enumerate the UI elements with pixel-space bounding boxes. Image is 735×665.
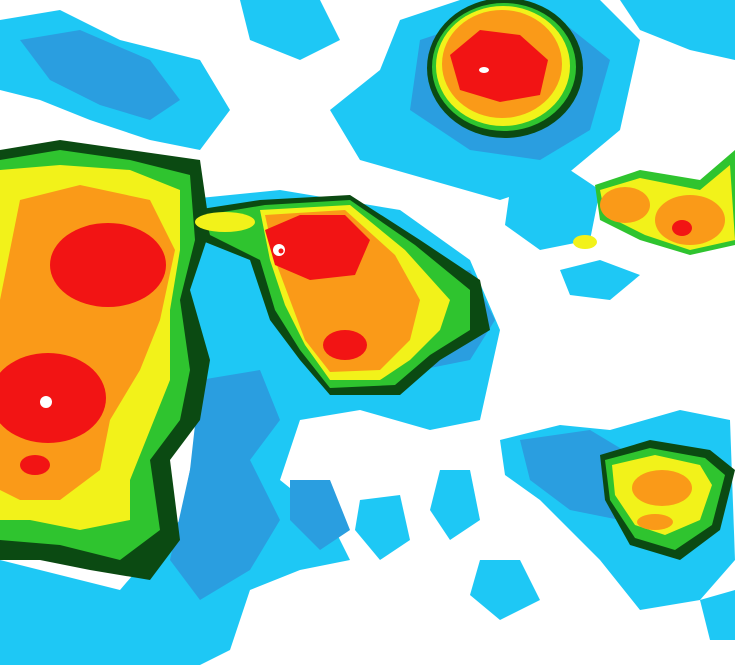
coldest-spot [40,396,52,408]
storm-cell-center [195,195,490,395]
cloud-patch [470,560,540,620]
cloud-patch [620,0,735,60]
cloud-band [655,195,725,245]
storm-cell-left [0,140,210,580]
cloud-patch [430,470,480,540]
cold-core [265,215,370,280]
cloud-patch [560,260,640,300]
cloud-patch [20,30,180,120]
cold-core [20,455,50,475]
cloud-patch [240,0,340,60]
cloud-band [632,470,692,506]
cloud-patch [505,170,600,250]
cold-core [672,220,692,236]
cloud-band [195,212,255,232]
storm-cell-right [573,150,735,560]
cloud-band [637,514,673,530]
storm-cell-top [427,0,583,138]
cloud-band [600,187,650,223]
cold-core [50,223,166,307]
coldest-spot [479,67,489,73]
cloud-patch [170,370,280,600]
cold-core [323,330,367,360]
cloud-patch [355,495,410,560]
cloud-band [573,235,597,249]
cold-core [278,248,284,254]
cold-core [0,353,106,443]
cloud-patch [700,590,735,640]
cold-core [450,30,548,102]
cloud-patch [290,480,350,550]
